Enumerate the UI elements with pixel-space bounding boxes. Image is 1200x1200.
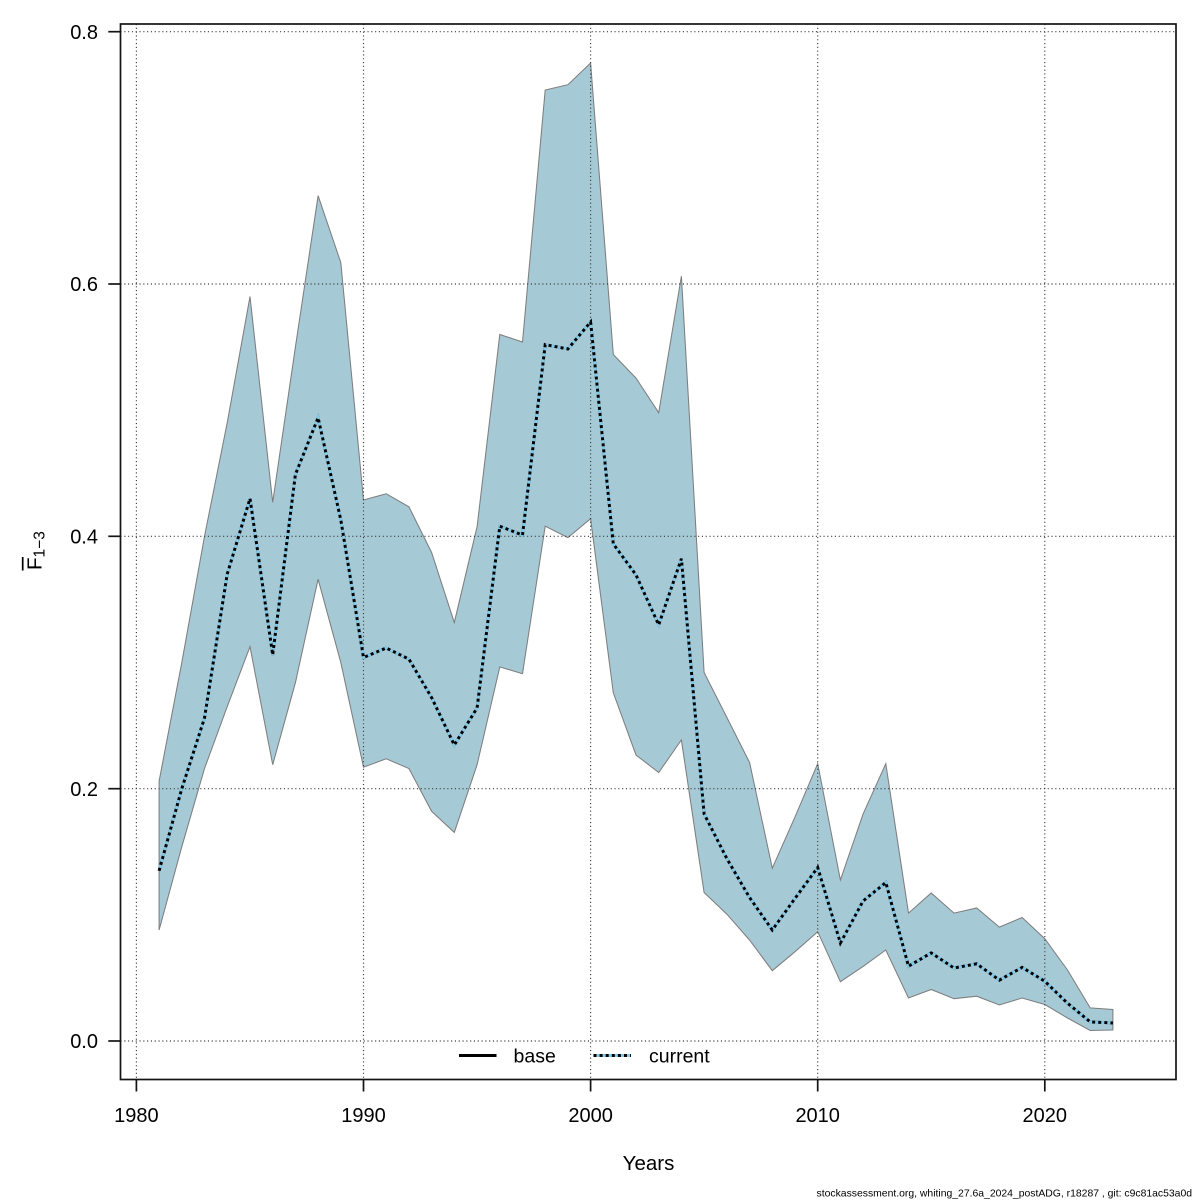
svg-text:0.4: 0.4 [70, 527, 98, 549]
svg-text:Years: Years [623, 1152, 675, 1175]
svg-text:0.0: 0.0 [70, 1031, 98, 1053]
svg-text:2010: 2010 [795, 1105, 840, 1127]
svg-text:2020: 2020 [1023, 1105, 1068, 1127]
svg-text:0.8: 0.8 [70, 22, 98, 44]
svg-text:2000: 2000 [568, 1105, 613, 1127]
svg-text:0.6: 0.6 [70, 274, 98, 296]
svg-text:base: base [514, 1046, 556, 1068]
svg-text:1990: 1990 [341, 1105, 386, 1127]
svg-text:1980: 1980 [114, 1105, 159, 1127]
svg-text:stockassessment.org, whiting_2: stockassessment.org, whiting_27.6a_2024_… [817, 1189, 1193, 1200]
svg-text:current: current [649, 1046, 710, 1068]
svg-text:0.2: 0.2 [70, 779, 98, 801]
